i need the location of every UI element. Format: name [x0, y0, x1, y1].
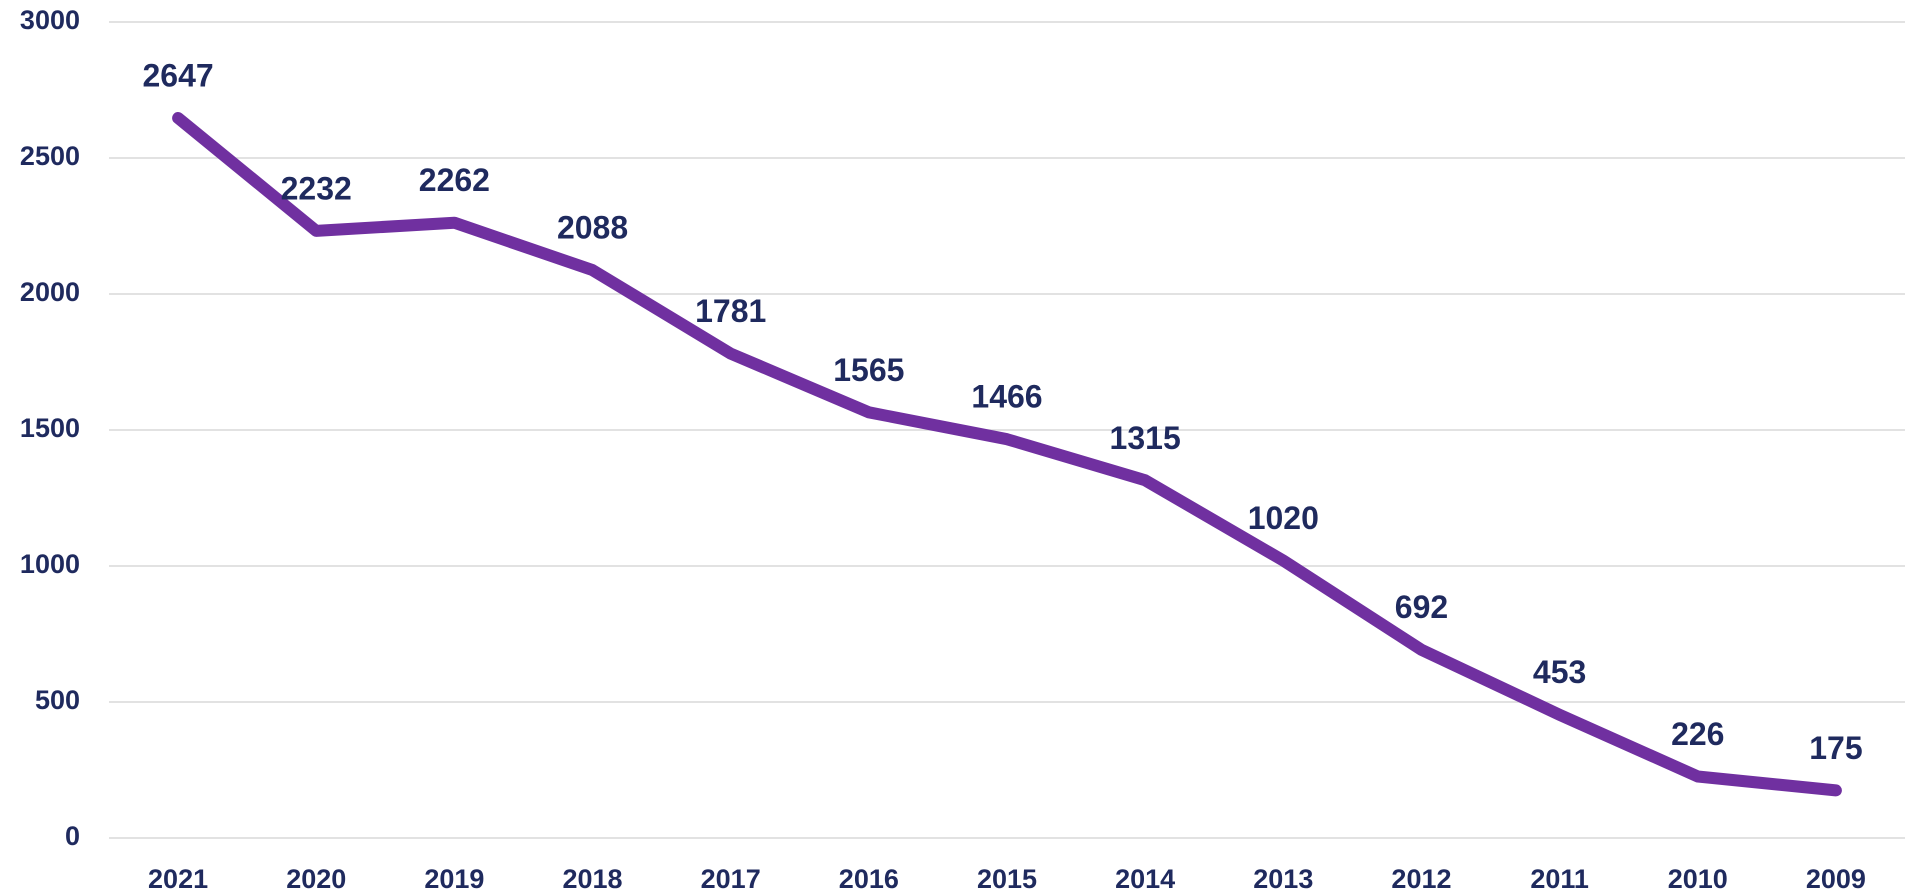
data-label: 1565 — [833, 352, 904, 388]
data-label: 692 — [1395, 589, 1448, 625]
x-tick-label: 2012 — [1391, 864, 1451, 894]
y-tick-label: 0 — [65, 821, 80, 851]
x-tick-label: 2018 — [562, 864, 622, 894]
y-tick-label: 1500 — [20, 413, 80, 443]
x-tick-label: 2010 — [1668, 864, 1728, 894]
y-tick-label: 2000 — [20, 277, 80, 307]
x-tick-label: 2015 — [977, 864, 1037, 894]
x-tick-label: 2013 — [1253, 864, 1313, 894]
data-label: 2088 — [557, 210, 628, 246]
y-tick-label: 2500 — [20, 141, 80, 171]
y-tick-label: 500 — [35, 685, 80, 715]
data-label: 2647 — [142, 57, 213, 93]
data-label: 1315 — [1110, 420, 1181, 456]
x-tick-label: 2017 — [701, 864, 761, 894]
x-tick-label: 2021 — [148, 864, 208, 894]
data-label: 175 — [1809, 730, 1862, 766]
x-tick-label: 2020 — [286, 864, 346, 894]
y-tick-label: 1000 — [20, 549, 80, 579]
y-tick-label: 3000 — [20, 5, 80, 35]
line-series — [172, 112, 1842, 797]
data-label: 2232 — [281, 170, 352, 206]
data-label: 453 — [1533, 654, 1586, 690]
x-tick-label: 2011 — [1530, 864, 1589, 894]
x-tick-label: 2014 — [1115, 864, 1175, 894]
data-label: 2262 — [419, 162, 490, 198]
data-label: 226 — [1671, 716, 1724, 752]
x-tick-label: 2019 — [424, 864, 484, 894]
data-label: 1020 — [1248, 500, 1319, 536]
data-label: 1781 — [695, 293, 766, 329]
data-label: 1466 — [971, 379, 1042, 415]
x-tick-label: 2016 — [839, 864, 899, 894]
x-tick-label: 2009 — [1806, 864, 1866, 894]
